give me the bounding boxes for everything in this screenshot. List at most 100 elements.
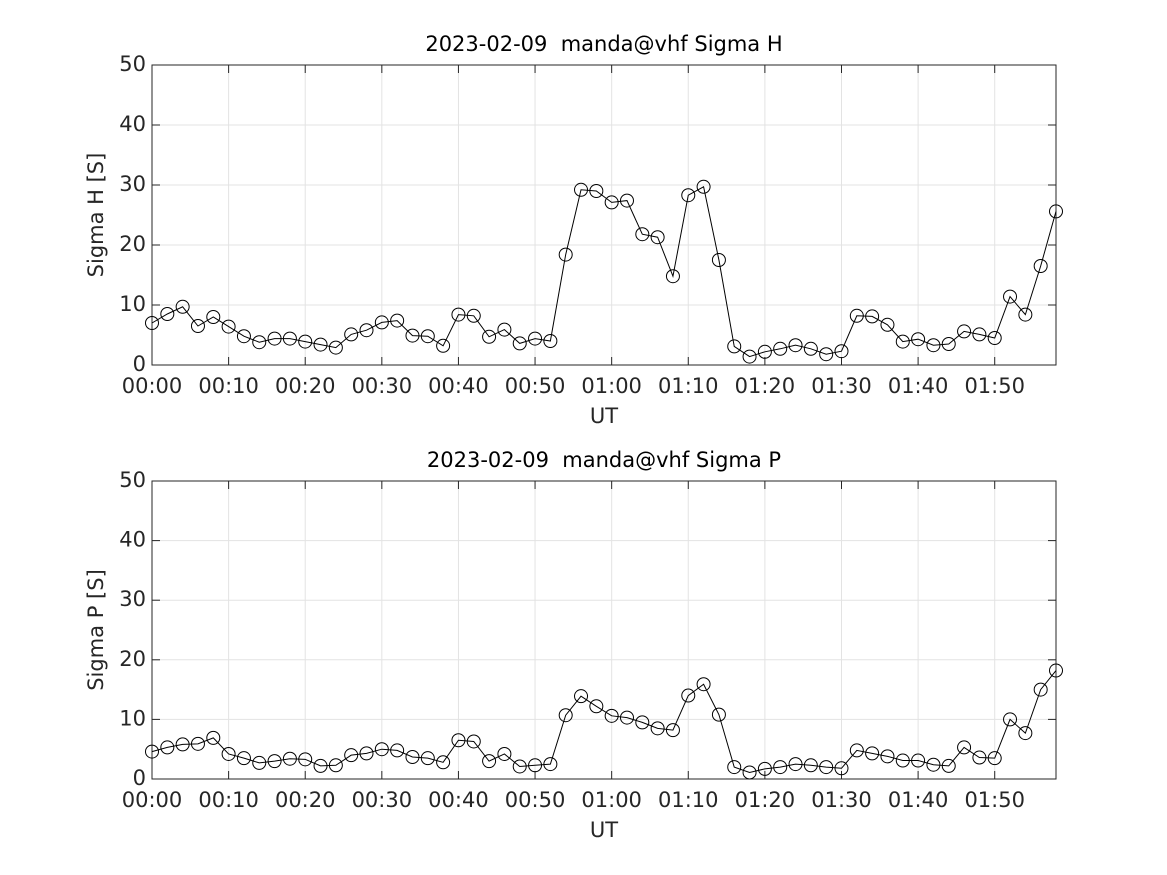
x-tick-label: 00:30 [352, 374, 413, 398]
x-tick-label: 01:50 [964, 788, 1025, 812]
chart-title: 2023-02-09 manda@vhf Sigma H [425, 32, 782, 56]
chart-title: 2023-02-09 manda@vhf Sigma P [427, 448, 781, 472]
data-point [1049, 204, 1063, 219]
data-point [972, 327, 987, 342]
data-point [911, 332, 926, 347]
data-point [788, 757, 803, 772]
x-tick-label: 00:40 [428, 788, 489, 812]
data-point [466, 734, 481, 749]
y-tick-label: 10 [119, 292, 146, 316]
data-point [482, 754, 497, 769]
data-point [589, 184, 604, 198]
data-point [849, 308, 864, 323]
data-point [190, 319, 205, 333]
data-point [221, 319, 236, 334]
x-tick-label: 00:50 [505, 374, 566, 398]
data-point [390, 743, 405, 758]
data-point [175, 299, 190, 314]
data-point [911, 753, 926, 768]
data-point [236, 329, 251, 344]
data-point [604, 708, 619, 723]
data-point [359, 746, 374, 761]
data-point [819, 347, 834, 362]
y-tick-label: 40 [119, 112, 146, 136]
data-point [895, 334, 910, 349]
y-tick-label: 10 [119, 706, 146, 730]
y-tick-label: 50 [119, 468, 146, 492]
series-line [151, 670, 1057, 773]
data-point [696, 179, 711, 194]
data-point [803, 758, 818, 773]
data-point [390, 313, 405, 328]
x-tick-label: 00:40 [428, 374, 489, 398]
data-point [374, 742, 389, 757]
data-point [543, 334, 558, 348]
data-point [957, 324, 972, 339]
y-tick-label: 0 [133, 352, 146, 376]
y-tick-label: 0 [133, 766, 146, 790]
x-tick-label: 01:30 [811, 788, 872, 812]
data-point [420, 751, 435, 766]
data-point [957, 740, 972, 755]
data-point [895, 753, 910, 768]
data-point [221, 746, 236, 761]
data-point [298, 334, 313, 349]
x-tick-label: 00:20 [275, 374, 336, 398]
y-tick-label: 20 [119, 232, 146, 256]
data-point [727, 760, 742, 775]
x-tick-label: 01:20 [735, 788, 796, 812]
data-point [313, 758, 328, 773]
data-point [420, 329, 435, 344]
data-point [834, 344, 849, 359]
data-point [1033, 259, 1048, 273]
data-point [528, 331, 543, 346]
data-point [865, 309, 880, 324]
data-point [160, 307, 175, 321]
data-point [941, 337, 956, 351]
data-point [436, 338, 451, 353]
x-tick-label: 00:10 [198, 788, 259, 812]
y-tick-label: 30 [119, 587, 146, 611]
data-point [466, 308, 481, 323]
data-point [681, 688, 696, 703]
data-point [206, 310, 221, 324]
data-point [574, 182, 589, 197]
x-tick-label: 01:30 [811, 374, 872, 398]
data-point [359, 323, 374, 338]
data-point [1003, 712, 1018, 727]
y-tick-label: 40 [119, 528, 146, 552]
data-point [742, 349, 757, 364]
data-point [788, 338, 803, 353]
data-point [543, 757, 558, 772]
data-point [344, 748, 359, 763]
data-point [328, 340, 343, 355]
data-point [1033, 682, 1048, 697]
y-tick-label: 30 [119, 172, 146, 196]
y-axis-label: Sigma H [S] [84, 153, 108, 278]
data-point [972, 750, 987, 765]
data-point [681, 188, 696, 203]
x-tick-label: 01:50 [964, 374, 1025, 398]
data-point [282, 751, 297, 766]
data-point [558, 708, 573, 723]
data-point [236, 751, 251, 766]
x-tick-label: 01:40 [888, 788, 949, 812]
data-point [696, 677, 711, 692]
y-axis-label: Sigma P [S] [84, 569, 108, 691]
data-point [282, 331, 297, 346]
data-point [298, 752, 313, 767]
data-point [849, 743, 864, 758]
data-point [344, 327, 359, 342]
x-tick-label: 00:00 [122, 788, 183, 812]
data-point [267, 331, 282, 346]
data-point [941, 758, 956, 773]
data-point [451, 307, 466, 322]
data-point [635, 715, 650, 730]
data-point [497, 746, 512, 761]
data-point [926, 338, 941, 353]
data-point [819, 760, 834, 775]
data-point [160, 740, 175, 755]
data-point [405, 749, 420, 764]
data-point [757, 761, 772, 776]
x-tick-label: 00:20 [275, 788, 336, 812]
